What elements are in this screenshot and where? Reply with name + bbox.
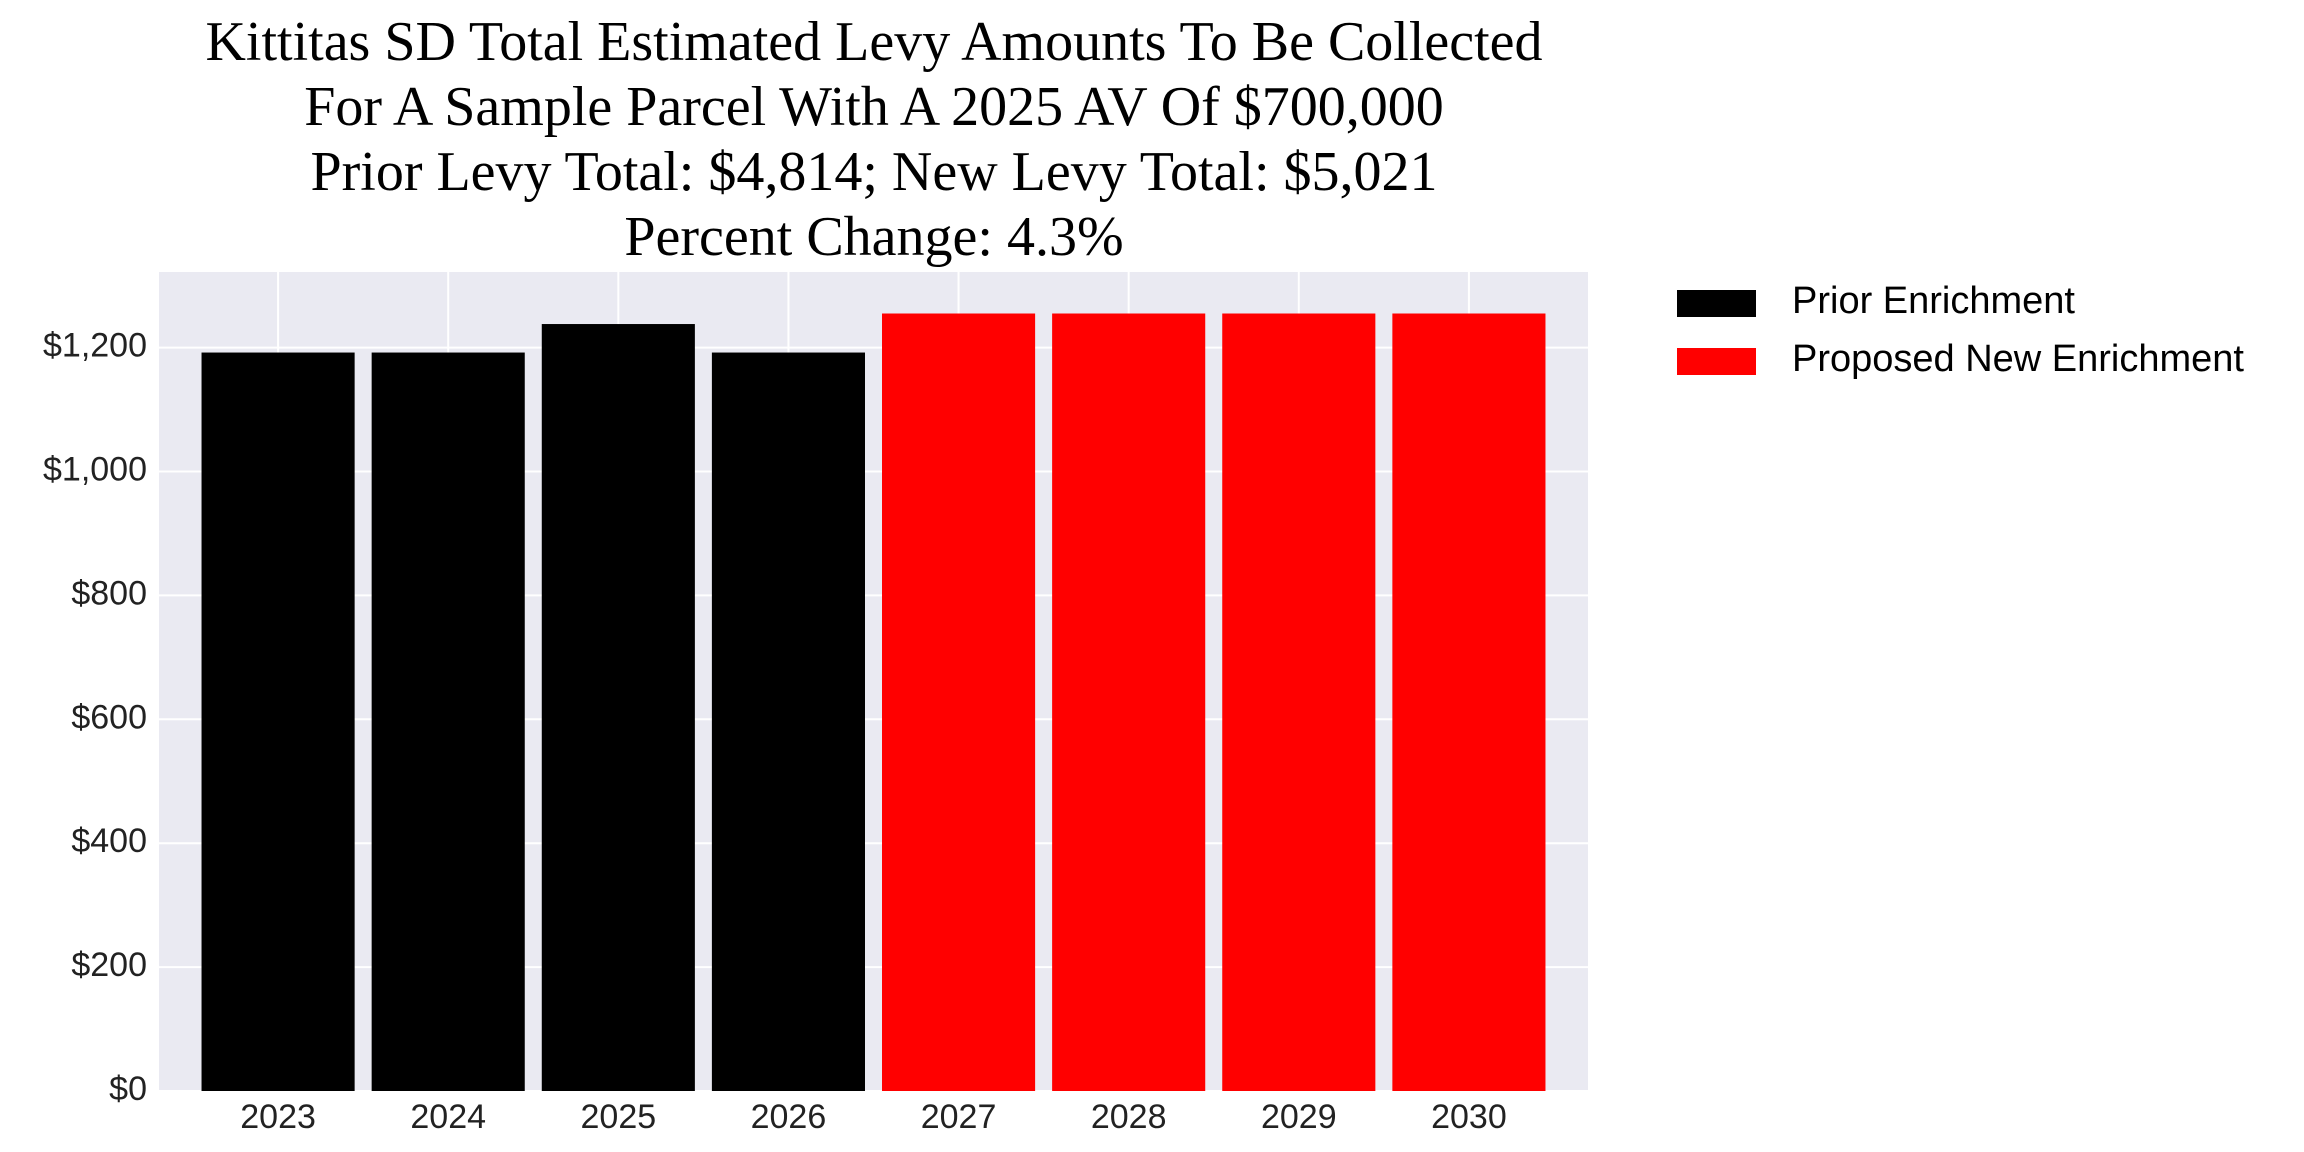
chart-title-line: For A Sample Parcel With A 2025 AV Of $7… xyxy=(304,76,1444,138)
chart-title-line: Percent Change: 4.3% xyxy=(624,206,1123,268)
bar xyxy=(882,313,1036,1091)
bars xyxy=(201,313,1546,1092)
chart-title-line: Prior Levy Total: $4,814; New Levy Total… xyxy=(310,141,1437,203)
x-tick-label: 2025 xyxy=(581,1098,657,1136)
chart-title-line: Kittitas SD Total Estimated Levy Amounts… xyxy=(205,11,1542,73)
x-tick-label: 2027 xyxy=(921,1098,997,1136)
y-tick-label: $1,200 xyxy=(43,327,147,365)
legend-swatch xyxy=(1677,348,1756,375)
x-tick-label: 2023 xyxy=(240,1098,316,1136)
y-tick-label: $400 xyxy=(71,822,147,860)
x-tick-label: 2028 xyxy=(1091,1098,1167,1136)
x-tick-label: 2029 xyxy=(1261,1098,1337,1136)
y-tick-label: $800 xyxy=(71,574,147,612)
x-tick-label: 2030 xyxy=(1431,1098,1507,1136)
bar xyxy=(1052,313,1206,1091)
y-tick-label: $0 xyxy=(109,1070,147,1108)
bar xyxy=(201,352,355,1091)
bar xyxy=(1392,313,1546,1091)
x-tick-label: 2024 xyxy=(410,1098,486,1136)
legend-label: Proposed New Enrichment xyxy=(1792,338,2244,380)
y-tick-label: $600 xyxy=(71,698,147,736)
bar xyxy=(541,324,695,1092)
bar xyxy=(711,352,865,1091)
legend-swatch xyxy=(1677,290,1756,317)
bar xyxy=(371,352,525,1091)
x-tick-label: 2026 xyxy=(751,1098,827,1136)
y-tick-label: $200 xyxy=(71,946,147,984)
y-tick-label: $1,000 xyxy=(43,450,147,488)
legend-label: Prior Enrichment xyxy=(1792,280,2075,322)
labels: $0 $200 $400 $600 $800 $1,000 $1,200 2023 2024 20… xyxy=(43,327,1507,1136)
bar xyxy=(1222,313,1376,1091)
